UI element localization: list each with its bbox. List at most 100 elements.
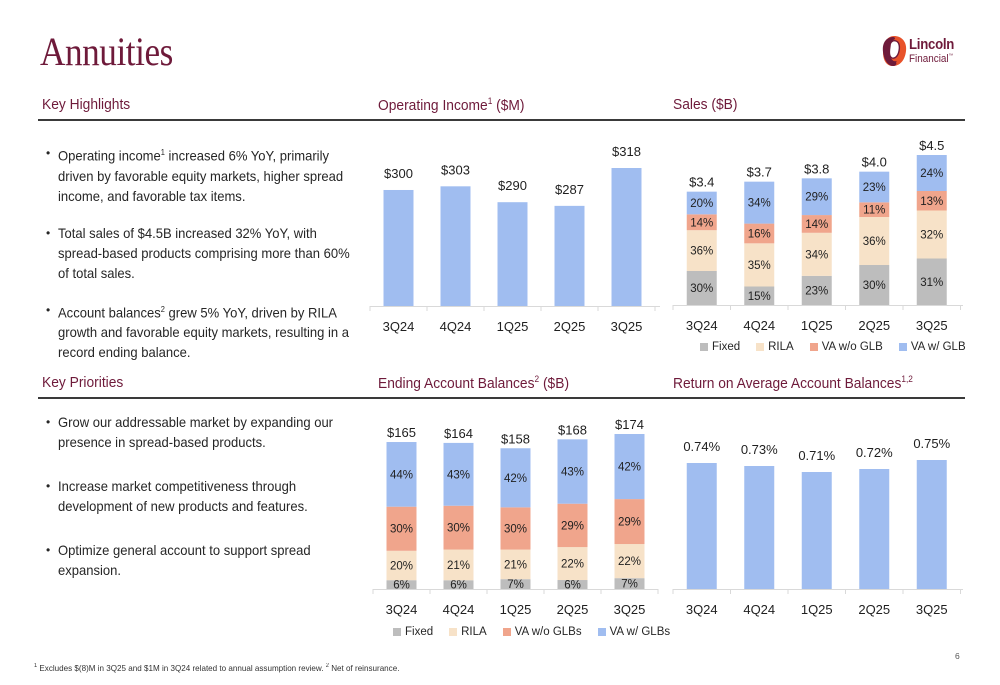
- heading-suffix: ($M): [492, 97, 525, 114]
- highlight-item: Account balances2 grew 5% YoY, driven by…: [42, 300, 356, 363]
- return-on-average-account-balances-chart-svg: 0.74% 0.73% 0.71% 0.72% 0.75% 3Q24 4Q24 1Q25 2Q2…: [672, 436, 963, 617]
- segment-label: 35%: [748, 260, 771, 272]
- bar-segment-fixed: [801, 275, 832, 305]
- ending-account-balances-chart-svg: 6% 20% 30% 44% $165 6% 21% 30% 43% $164 7% 21% 30% 42…: [372, 417, 659, 617]
- data-label: 0.71%: [798, 448, 835, 463]
- segment-label: 7%: [507, 579, 524, 591]
- footnote-marker-2: 2: [325, 663, 329, 670]
- bar-segment-rila: [386, 550, 417, 581]
- total-label: $3.8: [804, 161, 829, 176]
- legend-swatch: [597, 628, 606, 636]
- bar-segment-va-w-glb: [557, 439, 588, 504]
- segment-label: 16%: [748, 228, 771, 240]
- operating-income-heading: Operating Income1 ($M): [378, 96, 525, 114]
- bar-segment-fixed: [386, 580, 417, 589]
- x-tick-label: 3Q24: [383, 319, 415, 334]
- segment-label: 15%: [748, 291, 771, 303]
- segment-label: 29%: [618, 517, 641, 529]
- bar: [686, 463, 717, 589]
- bar-segment-va-wo-glb: [859, 202, 890, 217]
- bar-segment-rila: [557, 547, 588, 581]
- highlight-item: Operating income1 increased 6% YoY, prim…: [42, 143, 356, 206]
- data-label: 0.75%: [913, 436, 950, 451]
- bar-segment-fixed: [557, 580, 588, 589]
- sales-chart: 30% 36% 14% 20% $3.4 15% 35% 16% 34% $3.7 23% 34% 14…: [670, 130, 970, 345]
- bar-segment-fixed: [686, 271, 717, 305]
- header-rule-bottom: [38, 397, 965, 399]
- segment-label: 14%: [805, 219, 828, 231]
- legend-label: RILA: [461, 626, 487, 638]
- data-label: 0.73%: [741, 442, 778, 457]
- highlight-superscript: 1: [160, 148, 165, 157]
- total-label: $165: [387, 425, 416, 440]
- legend-swatch: [449, 628, 458, 636]
- highlight-text-b: grew 5% YoY, driven by RILA growth and f…: [58, 304, 349, 361]
- bar-segment-rila: [614, 544, 645, 579]
- legend-label: Fixed: [712, 341, 741, 353]
- x-tick-label: 4Q24: [443, 602, 475, 617]
- segment-label: 6%: [393, 580, 410, 592]
- legend-swatch: [809, 343, 818, 351]
- segment-label: 34%: [748, 198, 771, 210]
- bar-segment-va-w-glb: [386, 442, 417, 507]
- total-label: $4.0: [862, 155, 887, 170]
- segment-label: 21%: [504, 559, 527, 571]
- lincoln-financial-logo: Lincoln Financial™: [880, 34, 970, 70]
- bar: [554, 205, 585, 306]
- key-priorities-list: Grow our addressable market by expanding…: [42, 412, 356, 597]
- legend-label: Fixed: [405, 626, 434, 638]
- highlight-text: Account balances2 grew 5% YoY, driven by…: [58, 300, 357, 363]
- legend-swatch: [700, 343, 708, 351]
- legend-item: Fixed: [393, 626, 433, 638]
- logo-text-lincoln: Lincoln: [909, 36, 955, 53]
- bar: [440, 186, 471, 306]
- heading-text: Return on Average Account Balances: [673, 375, 902, 392]
- highlight-text-b: increased 6% YoY, primarily driven by fa…: [58, 147, 344, 204]
- segment-label: 29%: [805, 192, 828, 204]
- bar-segment-rila: [686, 230, 717, 271]
- x-tick-label: 4Q24: [743, 602, 775, 617]
- segment-label: 6%: [564, 580, 581, 592]
- heading-superscript: 1: [487, 96, 493, 106]
- priority-text: Optimize general account to support spre…: [58, 542, 311, 578]
- data-label: $318: [612, 144, 641, 159]
- bar-segment-va-w-glb: [614, 434, 645, 500]
- bar-segment-rila: [744, 243, 775, 287]
- x-tick-label: 3Q24: [686, 602, 718, 617]
- heading-suffix: ($B): [707, 96, 738, 113]
- data-label: 0.74%: [683, 439, 720, 454]
- bar-segment-va-w-glb: [859, 171, 890, 203]
- bar-segment-va-wo-glb: [614, 499, 645, 545]
- total-label: $164: [444, 426, 473, 441]
- segment-label: 11%: [863, 205, 885, 217]
- segment-label: 36%: [863, 236, 886, 248]
- legend-swatch: [393, 628, 401, 636]
- legend-label: VA w/o GLB: [821, 341, 883, 353]
- segment-label: 42%: [618, 462, 641, 474]
- legend-label: VA w/ GLBs: [609, 626, 671, 638]
- segment-label: 6%: [450, 580, 467, 592]
- segment-label: 22%: [618, 556, 641, 568]
- key-highlights-heading: Key Highlights: [42, 96, 131, 113]
- operating-income-chart: $300 $303 $290 $287 $318 3Q24 4Q24 1Q25 2Q25 3Q25: [369, 130, 660, 345]
- bar-segment-va-w-glb: [801, 178, 832, 216]
- segment-label: 30%: [504, 523, 527, 535]
- bar-segment-va-w-glb: [744, 181, 775, 224]
- segment-label: 43%: [447, 469, 470, 481]
- segment-label: 14%: [690, 217, 713, 229]
- bar-segment-va-wo-glb: [386, 506, 417, 551]
- x-tick-label: 1Q25: [497, 319, 529, 334]
- bar-segment-va-wo-glb: [500, 507, 531, 550]
- lincoln-portrait-icon: [882, 36, 907, 66]
- data-label: $290: [498, 178, 527, 193]
- bar: [916, 460, 947, 589]
- bar-segment-va-w-glb: [443, 442, 474, 506]
- return-on-average-account-balances-chart: 0.74% 0.73% 0.71% 0.72% 0.75% 3Q24 4Q24 1Q25 2Q2…: [670, 410, 970, 625]
- priority-text: Grow our addressable market by expanding…: [58, 414, 334, 450]
- footnote-text-2: Net of reinsurance.: [328, 663, 400, 673]
- x-tick-label: 4Q24: [743, 318, 775, 333]
- highlight-superscript: 2: [160, 304, 165, 314]
- heading-superscript: 1,2: [901, 374, 913, 384]
- bar-segment-fixed: [916, 258, 947, 305]
- legend-label: VA w/o GLBs: [514, 626, 582, 638]
